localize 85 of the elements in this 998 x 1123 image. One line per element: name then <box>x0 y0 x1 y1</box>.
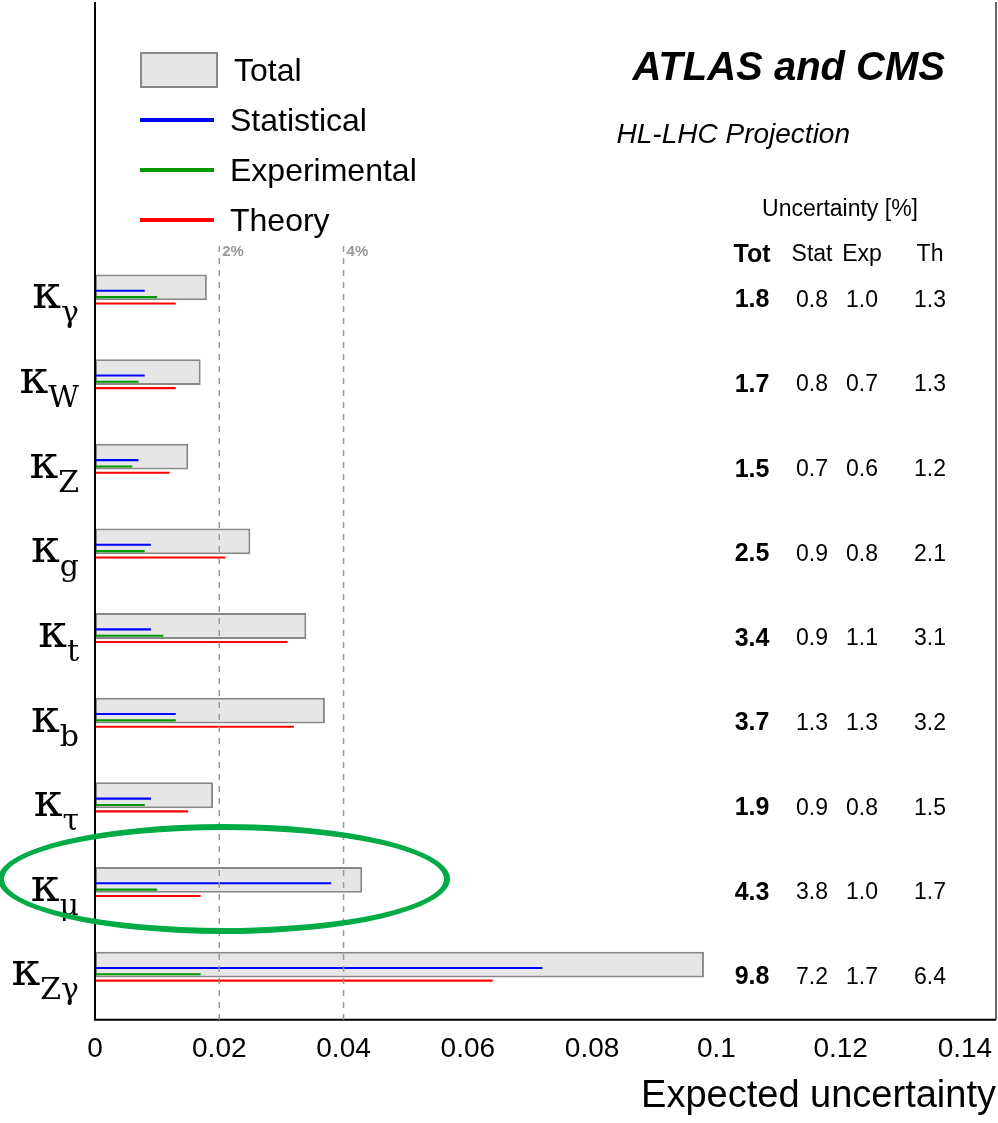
bar <box>95 380 139 383</box>
annotation: 1.7 <box>914 878 946 905</box>
bar <box>95 725 294 728</box>
annotation: 0.6 <box>846 454 878 481</box>
annotation: 3.7 <box>734 707 770 736</box>
annotation: 4.3 <box>734 876 770 905</box>
bar <box>95 803 145 807</box>
ref-line-label: 2% <box>222 242 244 260</box>
x-tick-label: 0.1 <box>696 1032 736 1064</box>
bar <box>95 550 145 553</box>
annotation: 0.9 <box>796 539 828 566</box>
annotation: 1.5 <box>914 793 946 820</box>
annotation: 1.8 <box>734 284 770 313</box>
annotation: 9.8 <box>734 961 770 990</box>
annotation: 3.8 <box>796 878 828 905</box>
annotation: 6.4 <box>914 962 947 989</box>
annotation: Tot <box>733 238 772 267</box>
x-axis-title: Expected uncertainty <box>641 1072 996 1115</box>
x-tick-label: 0.04 <box>316 1032 371 1064</box>
bar <box>95 628 151 631</box>
bar <box>95 387 176 390</box>
annotation: 1.3 <box>914 370 946 397</box>
bar <box>95 289 145 292</box>
ref-line-label: 4% <box>346 242 369 260</box>
x-tick-label: 0.06 <box>440 1032 496 1064</box>
annotation: 0.8 <box>796 285 828 312</box>
annotation: 2.1 <box>914 539 946 566</box>
x-tick-label: 0.02 <box>192 1032 247 1064</box>
annotation: 1.3 <box>914 285 946 312</box>
annotation: 3.4 <box>734 622 770 651</box>
bar <box>95 882 332 885</box>
annotation: Th <box>916 240 944 267</box>
bar <box>95 471 170 474</box>
annotation: 1.0 <box>846 285 878 312</box>
bar <box>95 894 201 898</box>
annotation: 1.3 <box>846 708 878 735</box>
annotation: 0.8 <box>846 539 878 566</box>
annotation: Stat <box>791 240 834 267</box>
annotation: 1.2 <box>914 454 946 481</box>
annotation: Exp <box>842 240 882 267</box>
annotation: 1.9 <box>734 792 770 821</box>
bar <box>95 719 176 722</box>
legend-label: Theory <box>230 201 330 239</box>
annotation: 2.5 <box>734 538 770 567</box>
annotation: 7.2 <box>796 962 828 989</box>
annotation: 0.7 <box>846 370 878 397</box>
annotation: 0.8 <box>796 370 828 397</box>
bar <box>95 797 151 800</box>
bar <box>95 634 164 637</box>
text: Uncertainty [%] <box>762 195 918 222</box>
bar <box>95 966 543 969</box>
x-tick-label: 0.08 <box>564 1032 620 1064</box>
legend-label: Experimental <box>230 151 417 189</box>
x-tick-label: 0.12 <box>813 1032 868 1064</box>
bar <box>95 296 158 299</box>
bar <box>95 973 201 976</box>
chart-subtitle: HL-LHC Projection <box>616 118 850 149</box>
annotation: 1.5 <box>734 453 770 482</box>
annotation: 1.0 <box>846 878 878 905</box>
bar <box>95 459 139 462</box>
annotation: 0.9 <box>796 624 828 651</box>
legend-label: Statistical <box>230 101 367 139</box>
annotation: 0.8 <box>846 793 878 820</box>
bar <box>95 556 226 559</box>
annotation: 3.2 <box>914 708 946 735</box>
bar <box>95 374 145 377</box>
bar <box>95 810 189 813</box>
x-tick-label: 0 <box>87 1032 103 1064</box>
bar <box>95 712 176 716</box>
annotation: 0.9 <box>796 793 828 820</box>
annotation: 0.7 <box>796 454 828 481</box>
x-tick-label: 0.14 <box>937 1032 993 1064</box>
bar <box>95 641 288 644</box>
legend-label: Total <box>234 51 302 89</box>
annotation: 3.1 <box>914 624 946 651</box>
bar <box>95 465 133 468</box>
bar <box>95 302 176 305</box>
bar <box>95 888 158 891</box>
annotation: 1.1 <box>846 624 878 651</box>
annotation: 1.7 <box>846 962 878 989</box>
bar <box>95 543 151 546</box>
chart-title: ATLAS and CMS <box>631 44 946 88</box>
bar <box>95 979 493 982</box>
annotation: 1.7 <box>734 368 770 397</box>
annotation: 1.3 <box>796 708 828 735</box>
